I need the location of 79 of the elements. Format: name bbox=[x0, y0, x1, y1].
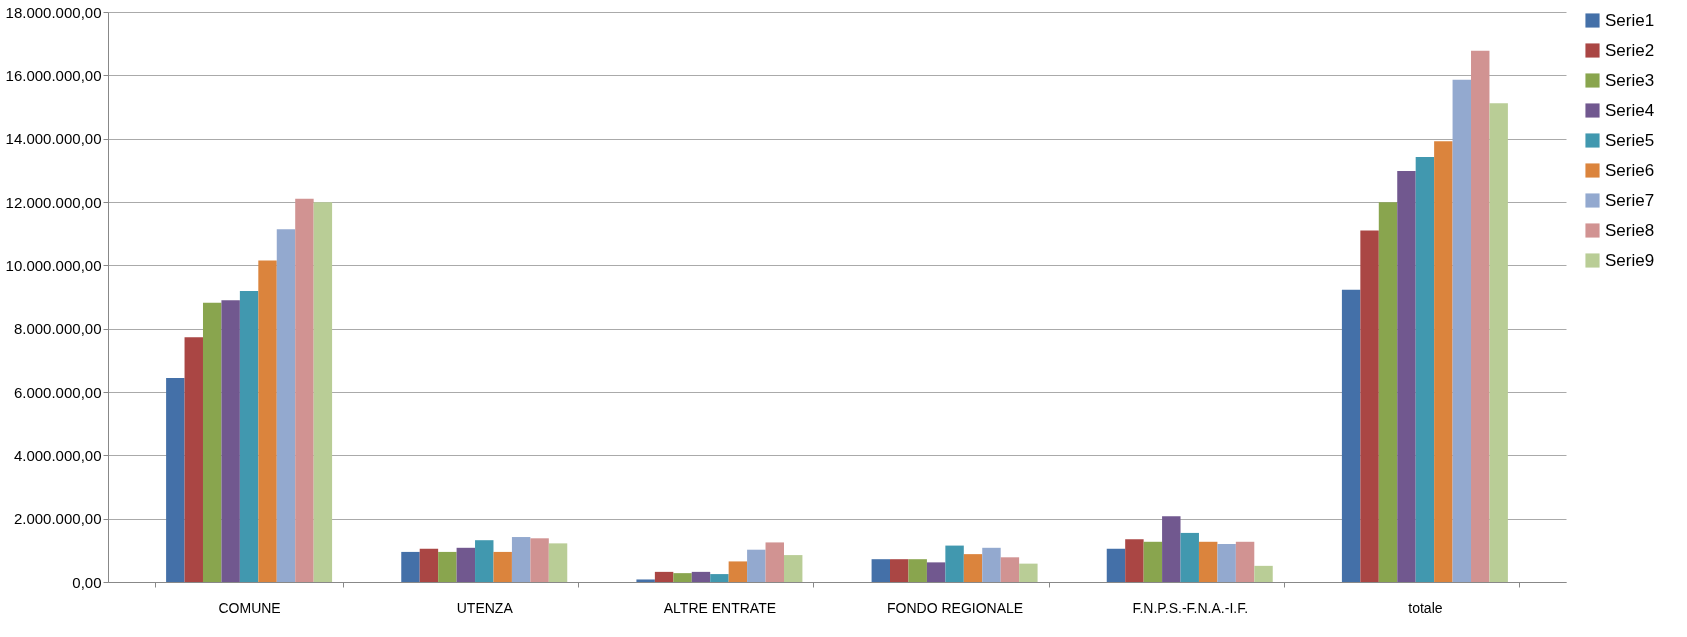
y-tick-label: 18.000.000,00 bbox=[5, 3, 102, 21]
y-tick-label: 14.000.000,00 bbox=[5, 130, 102, 148]
bar bbox=[982, 547, 1001, 582]
bar bbox=[1452, 79, 1472, 582]
bar bbox=[636, 579, 655, 582]
legend-label: Serie3 bbox=[1605, 70, 1655, 90]
legend-label: Serie9 bbox=[1605, 250, 1655, 270]
bar bbox=[419, 548, 439, 582]
bar bbox=[1143, 541, 1163, 582]
bar bbox=[456, 547, 476, 582]
bar bbox=[654, 571, 674, 582]
y-tick-label: 2.000.000,00 bbox=[13, 510, 102, 528]
y-tick-label: 6.000.000,00 bbox=[13, 383, 102, 401]
bar bbox=[963, 554, 983, 582]
bar bbox=[493, 551, 512, 582]
x-tick-label: ALTRE ENTRATE bbox=[663, 599, 777, 616]
legend-label: Serie7 bbox=[1605, 190, 1655, 210]
bar bbox=[728, 561, 748, 582]
bar bbox=[691, 571, 711, 582]
bar bbox=[1360, 230, 1379, 582]
bar bbox=[511, 537, 531, 582]
x-tick-label: UTENZA bbox=[456, 599, 514, 616]
bar bbox=[530, 538, 549, 582]
bar bbox=[1254, 565, 1273, 582]
legend-label: Serie5 bbox=[1605, 130, 1655, 150]
legend-label: Serie6 bbox=[1605, 160, 1655, 180]
bar bbox=[1180, 532, 1199, 582]
bar bbox=[295, 198, 314, 582]
bar bbox=[783, 555, 803, 582]
bar bbox=[1106, 548, 1126, 582]
bar bbox=[1378, 202, 1398, 582]
bar bbox=[1471, 50, 1490, 582]
x-tick-label: F.N.P.S.-F.N.A.-I.F. bbox=[1132, 599, 1249, 616]
x-tick-label: totale bbox=[1408, 599, 1443, 616]
bar bbox=[1000, 557, 1020, 582]
bar bbox=[926, 562, 946, 582]
bar bbox=[401, 551, 420, 582]
bar bbox=[276, 229, 296, 582]
bar bbox=[475, 540, 494, 582]
bar bbox=[1489, 103, 1508, 582]
y-tick-label: 12.000.000,00 bbox=[5, 193, 102, 211]
y-tick-label: 4.000.000,00 bbox=[13, 446, 102, 464]
bar bbox=[1125, 539, 1144, 582]
bar bbox=[202, 302, 222, 582]
bar bbox=[1397, 170, 1416, 582]
bar bbox=[313, 202, 333, 582]
bar bbox=[1434, 141, 1453, 582]
x-tick-label: COMUNE bbox=[218, 599, 281, 616]
bar bbox=[1235, 541, 1255, 582]
bar bbox=[1217, 544, 1236, 582]
legend-label: Serie2 bbox=[1605, 40, 1655, 60]
bar bbox=[221, 300, 240, 582]
bar bbox=[765, 542, 784, 582]
bar bbox=[1415, 157, 1435, 582]
bar bbox=[239, 290, 259, 582]
bar bbox=[258, 260, 277, 582]
y-tick-label: 8.000.000,00 bbox=[13, 320, 102, 338]
bar bbox=[1198, 541, 1218, 582]
x-tick-label: FONDO REGIONALE bbox=[887, 599, 1024, 616]
bar bbox=[548, 543, 568, 582]
bar bbox=[908, 559, 927, 582]
bar bbox=[1162, 516, 1181, 582]
legend-label: Serie8 bbox=[1605, 220, 1655, 240]
legend-label: Serie4 bbox=[1605, 100, 1655, 120]
bar bbox=[945, 545, 964, 582]
bar bbox=[890, 559, 909, 582]
bar bbox=[166, 378, 185, 582]
bar bbox=[184, 337, 203, 582]
bar bbox=[673, 573, 692, 582]
y-tick-label: 16.000.000,00 bbox=[5, 66, 102, 84]
legend-label: Serie1 bbox=[1605, 10, 1655, 30]
bar bbox=[1341, 289, 1361, 582]
bar bbox=[871, 559, 891, 582]
bar bbox=[710, 574, 729, 582]
bar bbox=[747, 549, 766, 582]
y-tick-label: 10.000.000,00 bbox=[5, 256, 102, 274]
y-tick-label: 0,00 bbox=[72, 573, 102, 591]
bar bbox=[438, 551, 457, 582]
bar bbox=[1019, 563, 1038, 582]
